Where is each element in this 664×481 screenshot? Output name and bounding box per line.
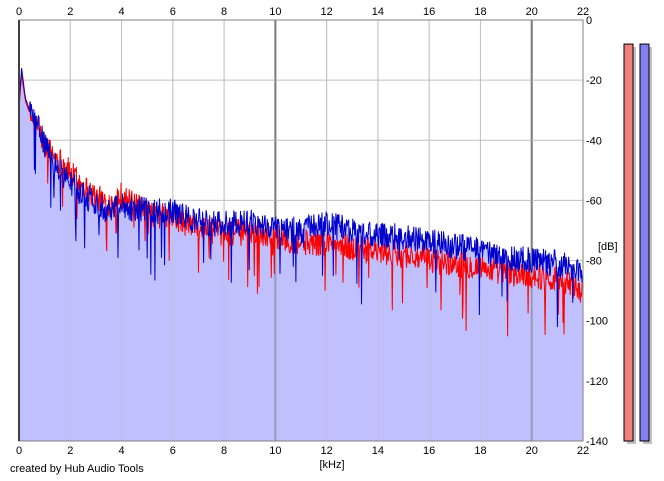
y-axis-unit-label: [dB] [598,241,618,253]
credit-text: created by Hub Audio Tools [10,463,144,475]
x-tick-label-top: 0 [16,6,22,18]
y-tick-label: -100 [586,316,608,328]
x-tick-label-top: 8 [221,6,227,18]
y-tick-label: -120 [586,376,608,388]
y-tick-label: 0 [586,15,592,27]
x-tick-label-top: 16 [423,6,435,18]
x-axis-unit-label: [kHz] [319,459,344,471]
x-tick-label-top: 18 [474,6,486,18]
level-meter-blue [639,43,650,442]
x-tick-label-bottom: 18 [474,445,486,457]
x-tick-label-top: 12 [321,6,333,18]
x-tick-label-bottom: 12 [321,445,333,457]
y-tick-label: -60 [586,195,602,207]
spectrum-fill [19,68,583,441]
series-line-blue [18,68,584,328]
x-tick-label-top: 4 [118,6,124,18]
x-tick-label-bottom: 4 [118,445,124,457]
x-tick-label-bottom: 8 [221,445,227,457]
x-tick-label-bottom: 14 [372,445,384,457]
x-tick-label-bottom: 10 [269,445,281,457]
x-tick-label-bottom: 0 [16,445,22,457]
y-tick-label: -80 [586,256,602,268]
x-tick-label-top: 14 [372,6,384,18]
y-tick-label: -20 [586,75,602,87]
x-tick-label-bottom: 6 [170,445,176,457]
y-tick-label: -40 [586,135,602,147]
plot-frame [18,19,584,442]
x-tick-label-top: 6 [170,6,176,18]
y-axis-tick-labels: 0 -20 -40 -60 -80 -100 -120 -140 [586,15,608,448]
x-tick-label-bottom: 16 [423,445,435,457]
level-meter-red [623,43,634,442]
x-tick-label-bottom: 20 [526,445,538,457]
x-tick-label-top: 20 [526,6,538,18]
x-tick-label-bottom: 2 [67,445,73,457]
x-tick-label-top: 10 [269,6,281,18]
y-tick-label: -140 [586,436,608,448]
series-group [18,68,584,337]
level-meters [623,43,652,445]
x-tick-label-bottom: 22 [577,445,589,457]
x-tick-label-top: 22 [577,6,589,18]
x-tick-label-top: 2 [67,6,73,18]
